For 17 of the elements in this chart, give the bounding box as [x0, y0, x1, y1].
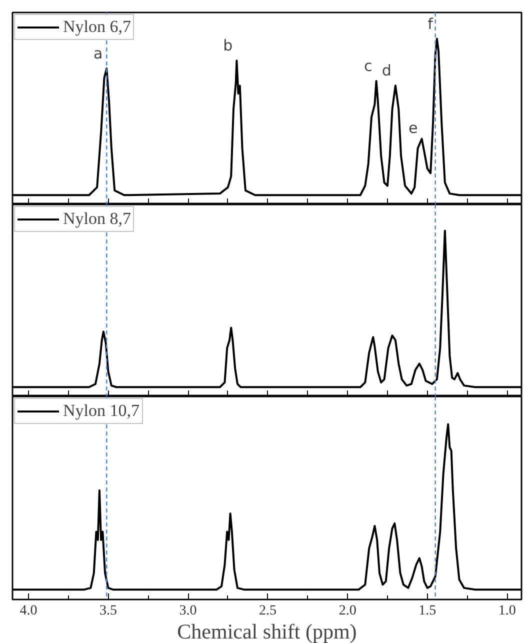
- annotation: f: [428, 14, 434, 33]
- annotation: c: [364, 56, 372, 75]
- legend-label: Nylon 6,7: [63, 17, 131, 37]
- annotation: e: [408, 118, 418, 137]
- x-tick-label: 3.5: [99, 604, 117, 618]
- legend-label: Nylon 8,7: [63, 209, 131, 229]
- annotation: a: [93, 44, 103, 62]
- x-tick-label: 1.0: [498, 604, 516, 618]
- x-tick-label: 2.5: [259, 604, 277, 618]
- annotation: b: [223, 36, 233, 55]
- x-tick-label: 1.5: [418, 604, 436, 618]
- x-tick-label: 2.0: [338, 604, 356, 618]
- legend-label: Nylon 10,7: [63, 401, 140, 421]
- x-axis-title: Chemical shift (ppm): [177, 620, 357, 643]
- x-tick-label: 3.0: [179, 604, 197, 618]
- x-tick-label: 4.0: [20, 604, 38, 618]
- annotation: d: [382, 62, 392, 80]
